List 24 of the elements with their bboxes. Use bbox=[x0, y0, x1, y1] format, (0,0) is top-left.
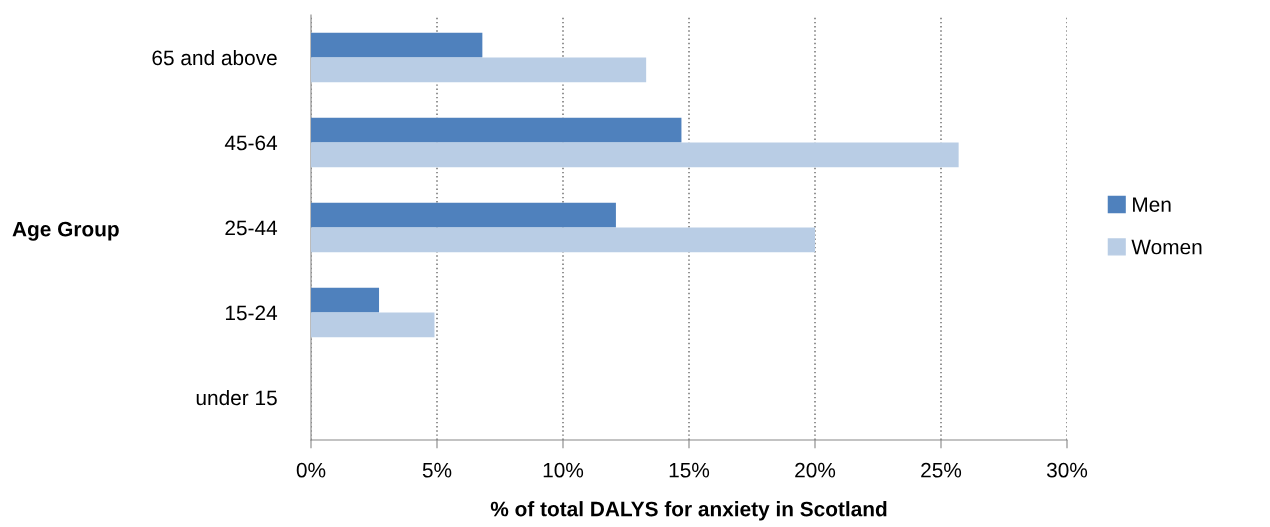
x-tick-label: 5% bbox=[422, 462, 452, 478]
x-tick-label: 25% bbox=[921, 462, 962, 478]
x-tick-label: 10% bbox=[543, 462, 584, 478]
bar bbox=[311, 202, 616, 228]
bar bbox=[311, 32, 483, 58]
x-tick-label: 15% bbox=[669, 462, 710, 478]
bar bbox=[311, 117, 682, 143]
legend-label: Men bbox=[1133, 197, 1171, 212]
x-tick-label: 30% bbox=[1046, 462, 1088, 478]
bar bbox=[311, 312, 435, 338]
x-tick-label: 20% bbox=[795, 462, 836, 478]
bar bbox=[311, 227, 815, 253]
x-tick-label: 0% bbox=[296, 462, 326, 478]
y-tick-label: 45-64 bbox=[224, 135, 278, 151]
y-tick-label: 15-24 bbox=[225, 305, 278, 321]
y-tick-label: 25-44 bbox=[225, 220, 278, 236]
bar bbox=[311, 142, 959, 168]
y-tick-label: under 15 bbox=[196, 389, 277, 406]
x-axis-title: % of total DALYS for anxiety in Scotland bbox=[490, 501, 887, 521]
y-tick-label: 65 and above bbox=[152, 49, 277, 66]
bar bbox=[311, 57, 647, 83]
y-axis-title: Age Group bbox=[12, 221, 119, 241]
bar bbox=[311, 287, 380, 313]
legend-label: Women bbox=[1131, 239, 1202, 255]
